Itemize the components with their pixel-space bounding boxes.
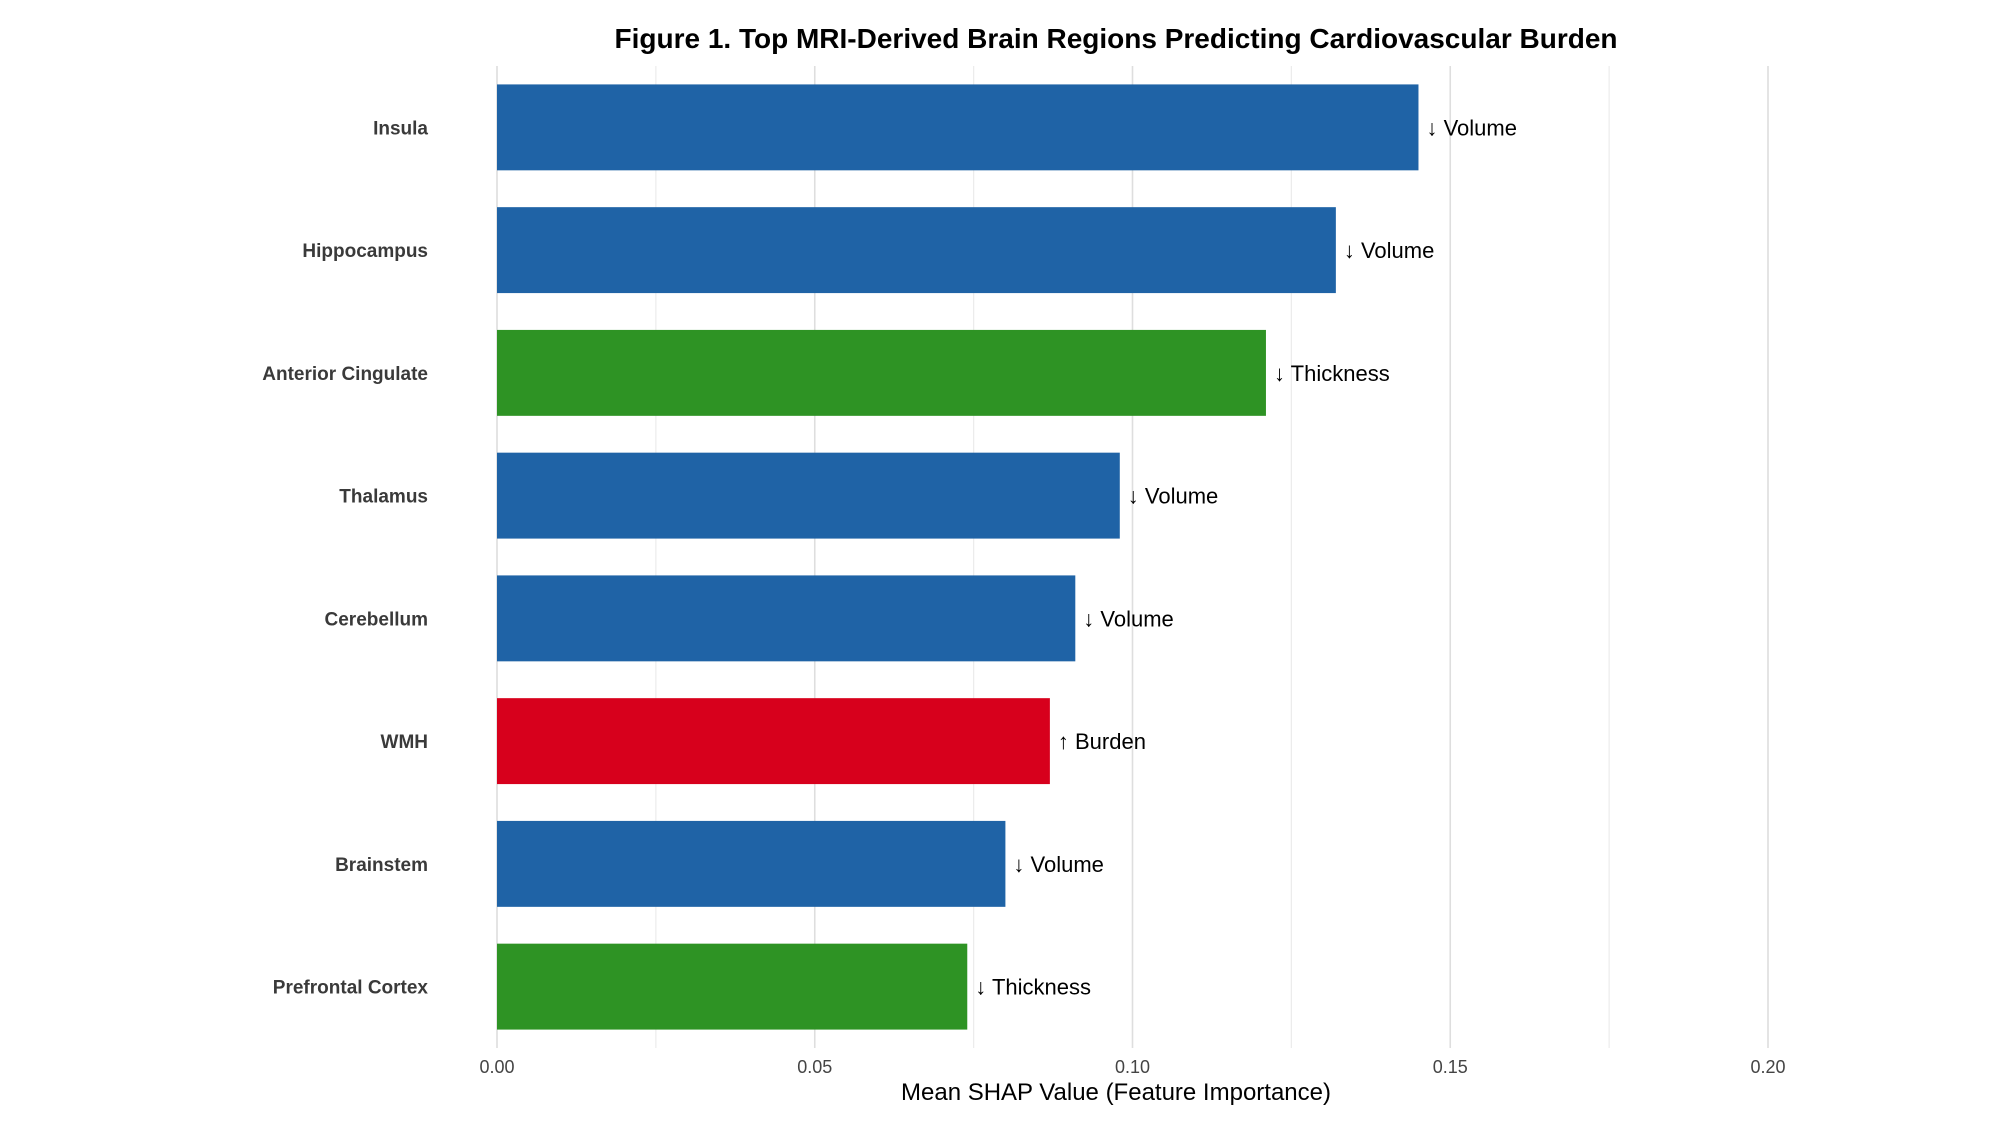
- x-axis-title: Mean SHAP Value (Feature Importance): [901, 1079, 1331, 1106]
- bar-annotation: ↓ Volume: [1344, 238, 1435, 263]
- region-label: Anterior Cingulate: [262, 364, 428, 385]
- bar-wmh: [497, 698, 1050, 785]
- region-label: WMH: [381, 732, 428, 753]
- x-tick-label: 0.05: [797, 1057, 832, 1077]
- bar-cerebellum: [497, 575, 1076, 662]
- chart-title: Figure 1. Top MRI-Derived Brain Regions …: [615, 23, 1618, 54]
- bar-annotations: ↓ Volume ↓ Volume ↓ Thickness ↓ Volume ↓ Vol…: [975, 115, 1517, 999]
- bar-annotation: ↑ Burden: [1058, 729, 1146, 754]
- region-label: Hippocampus: [302, 241, 428, 262]
- x-tick-label: 0.00: [479, 1057, 514, 1077]
- bar-insula: [497, 84, 1419, 171]
- bar-annotation: ↓ Thickness: [975, 975, 1091, 1000]
- bar-prefrontal-cortex: [497, 943, 968, 1030]
- region-label: Thalamus: [339, 487, 428, 508]
- bar-annotation: ↓ Volume: [1083, 606, 1174, 631]
- x-axis-ticks: 0.00 0.05 0.10 0.15 0.20: [479, 1057, 1785, 1077]
- region-label: Cerebellum: [325, 609, 428, 630]
- bar-annotation: ↓ Thickness: [1274, 361, 1390, 386]
- x-tick-label: 0.10: [1115, 1057, 1150, 1077]
- bar-annotation: ↓ Volume: [1013, 852, 1104, 877]
- bar-hippocampus: [497, 207, 1336, 294]
- x-tick-label: 0.20: [1750, 1057, 1785, 1077]
- region-label: Insula: [373, 118, 428, 139]
- region-labels: Insula Hippocampus Anterior Cingulate Thala…: [262, 118, 428, 998]
- region-label: Prefrontal Cortex: [273, 978, 429, 999]
- x-tick-label: 0.15: [1433, 1057, 1468, 1077]
- bar-thalamus: [497, 452, 1120, 539]
- region-label: Brainstem: [335, 855, 428, 876]
- bar-annotation: ↓ Volume: [1426, 115, 1517, 140]
- bar-anterior-cingulate: [497, 329, 1266, 416]
- bars: [497, 84, 1419, 1030]
- bar-annotation: ↓ Volume: [1128, 484, 1219, 509]
- bar-brainstem: [497, 820, 1006, 907]
